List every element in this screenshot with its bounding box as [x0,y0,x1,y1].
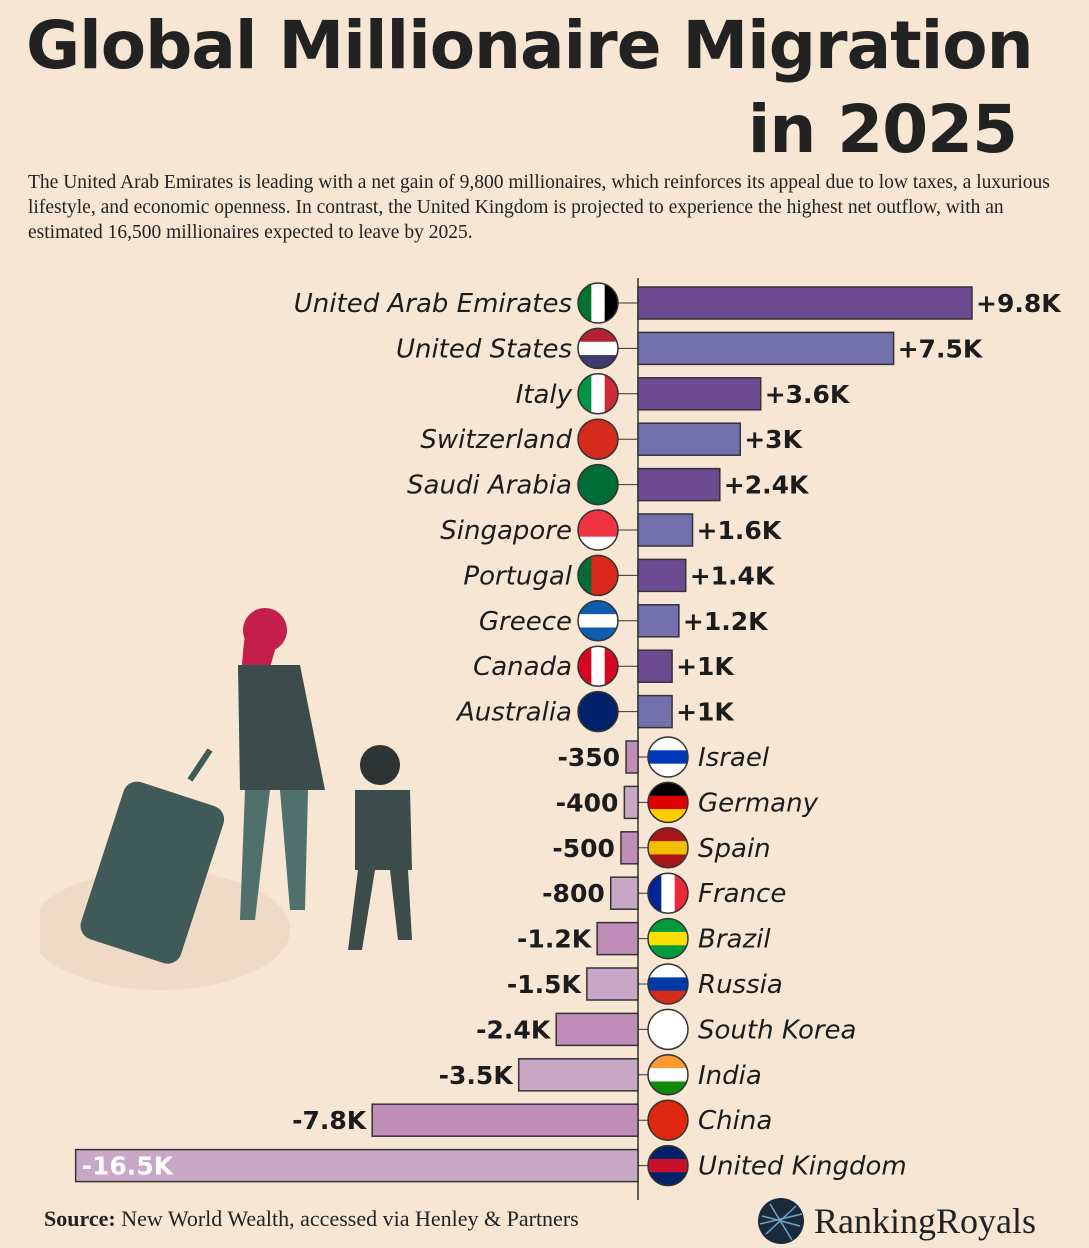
country-label: United Arab Emirates [294,289,572,319]
value-label: +1.2K [683,607,769,636]
flag-outline [577,645,619,687]
value-label: -350 [558,743,621,772]
flag-outline [577,282,619,324]
country-label: China [698,1106,772,1136]
bar-spain [620,831,639,865]
country-label: Germany [698,788,819,818]
bar-china [371,1103,639,1137]
title-line-1: Global Millionaire Migration [26,7,1034,84]
bar-singapore [637,513,694,547]
country-label: Brazil [698,925,771,955]
flag-outline [647,736,689,778]
flag-outline [647,827,689,869]
bar-canada [637,649,673,683]
country-label: Singapore [440,516,572,546]
country-label: Spain [698,834,771,864]
brand-name: RankingRoyals [814,1201,1036,1241]
bar-switzerland [637,422,741,456]
country-label: India [698,1061,762,1091]
flag-outline [647,872,689,914]
country-label: Greece [479,607,572,637]
country-label: Portugal [463,561,572,591]
country-label: Russia [698,970,783,1000]
bar-russia [586,967,639,1001]
flag-outline [647,1099,689,1141]
brand-globe-icon [758,1198,804,1244]
travelers-illustration [40,608,412,990]
bar-israel [625,740,639,774]
flag-outline [647,917,689,960]
flag-outline [647,1144,689,1187]
source-label: Source: [44,1206,116,1231]
bar-italy [637,377,762,411]
flag-outline [577,600,619,642]
bar-south-korea [555,1012,639,1047]
flag-outline [577,327,619,370]
flag-outline [577,690,619,733]
flag-outline [577,554,619,597]
flag-outline [577,463,619,506]
bar-chart: United Arab Emirates +9.8K United States +7… [74,278,1062,1200]
flag-outline [647,1054,689,1096]
description: The United Arab Emirates is leading with… [28,172,1050,243]
country-label: France [698,879,786,909]
flag-outline [647,1008,689,1051]
country-label: Australia [455,698,572,728]
title-line-2: in 2025 [747,91,1018,168]
flag-outline [577,418,619,460]
bar-india [517,1058,639,1092]
country-label: Switzerland [420,425,572,455]
value-label: -16.5K [82,1152,175,1181]
value-label: +1K [676,652,735,681]
value-label: -7.8K [292,1106,368,1135]
country-label: Canada [473,652,572,682]
country-label: United Kingdom [698,1152,907,1182]
value-label: -2.4K [476,1015,552,1044]
bar-portugal [637,558,687,593]
country-label: Saudi Arabia [407,471,572,501]
value-label: +1.6K [697,516,783,545]
value-label: +1.4K [690,561,776,590]
bar-united-arab-emirates [637,286,973,320]
value-label: +1K [676,698,735,727]
bar-brazil [596,921,639,956]
country-label: South Korea [698,1015,856,1045]
flag-outline [577,509,619,551]
value-label: -1.5K [507,970,583,999]
value-label: +3K [744,425,803,454]
country-label: Italy [516,380,573,410]
bar-germany [623,785,639,820]
country-label: Israel [698,743,770,773]
value-label: -800 [542,879,605,908]
value-label: +3.6K [765,380,851,409]
bar-australia [637,694,673,729]
value-label: +2.4K [724,471,810,500]
source-note: Source: New World Wealth, accessed via H… [44,1206,579,1232]
value-label: -400 [556,788,619,817]
bar-france [609,876,639,910]
value-label: -3.5K [439,1061,515,1090]
value-label: +9.8K [976,289,1062,318]
flag-outline [647,963,689,1005]
value-label: -1.2K [517,925,593,954]
country-label: United States [396,334,572,364]
flag-outline [577,373,619,415]
flag-outline [647,781,689,824]
bar-united-kingdom [74,1148,639,1183]
source-text: New World Wealth, accessed via Henley & … [121,1206,579,1231]
bar-united-states [637,331,895,366]
bar-saudi-arabia [637,467,721,502]
value-label: +7.5K [898,334,984,363]
bar-greece [637,604,680,638]
value-label: -500 [552,834,615,863]
brand: RankingRoyals [756,1196,1036,1246]
